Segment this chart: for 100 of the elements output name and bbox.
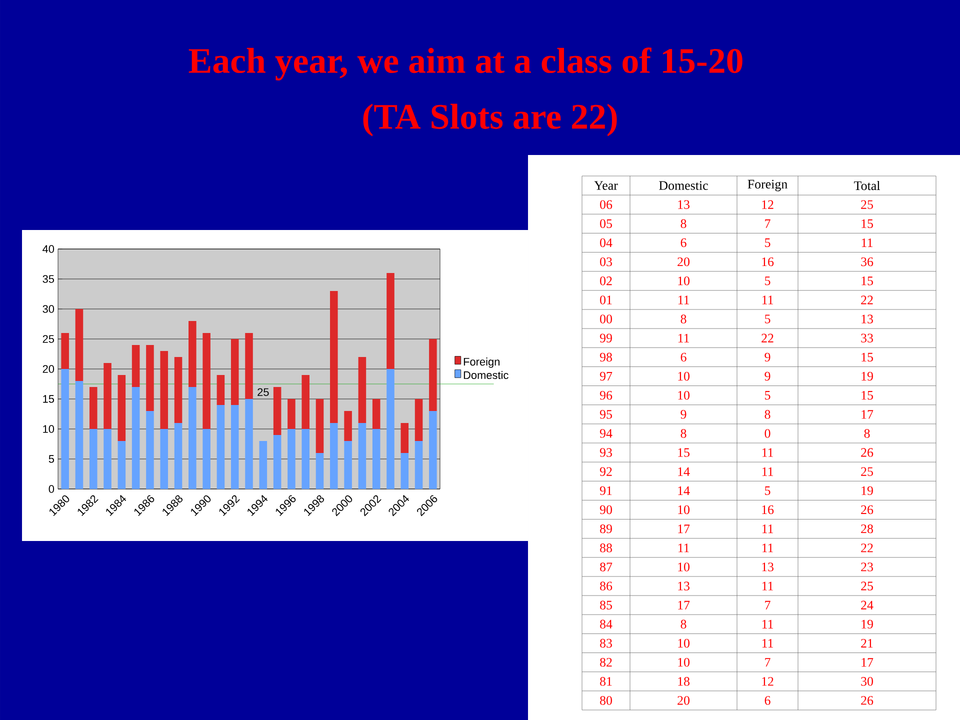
data-label: 19 (862, 620, 873, 629)
bar (75, 380, 84, 489)
data-label: 12 (762, 200, 774, 209)
data-label: 20 (678, 696, 690, 705)
data-label: 10 (678, 390, 690, 400)
bar (230, 404, 239, 489)
y-tick-label: 82 (600, 658, 612, 667)
bar (344, 410, 352, 441)
bar (202, 332, 210, 429)
y-tick-label: 86 (600, 582, 612, 590)
data-label: 13 (862, 314, 873, 324)
y-tick-label: 10 (43, 425, 54, 433)
bar (245, 398, 253, 489)
data-label: 8 (764, 410, 770, 419)
bar (174, 356, 182, 423)
bar (146, 410, 154, 489)
data-label: 10 (678, 505, 690, 514)
bar (202, 428, 210, 489)
bar (414, 398, 423, 441)
data-label: 5 (765, 486, 770, 495)
bar (386, 272, 394, 369)
data-label: 11 (678, 296, 689, 304)
data-label: 11 (862, 238, 872, 248)
bar (188, 386, 196, 489)
data-label: 10 (678, 562, 690, 572)
bar (316, 398, 324, 453)
bar (61, 332, 69, 369)
y-tick-label: 91 (600, 486, 612, 496)
bar (118, 374, 126, 441)
bar (104, 362, 112, 429)
y-tick-label: 81 (600, 677, 612, 686)
data-label: 22 (861, 296, 873, 304)
data-label: 26 (861, 696, 874, 705)
data-label: 11 (762, 448, 773, 457)
data-label: 19 (862, 486, 873, 496)
bar (273, 434, 282, 489)
data-label: 21 (861, 638, 873, 648)
bar (414, 440, 423, 489)
data-label: 15 (862, 352, 873, 362)
y-tick-label: 05 (600, 219, 612, 228)
bar (160, 428, 168, 489)
data-label: 24 (861, 600, 874, 610)
data-label: 25 (861, 467, 873, 476)
data-label: 20 (678, 257, 690, 266)
chart-subtitle: (TA Slots are 22) (363, 104, 617, 136)
bar (89, 386, 98, 429)
bar (302, 428, 310, 489)
bar (216, 374, 225, 405)
bar (316, 452, 324, 489)
bar (118, 440, 126, 489)
data-label: 8 (864, 429, 870, 438)
data-label: 30 (861, 677, 873, 686)
bar (400, 422, 409, 453)
data-label: 14 (678, 467, 690, 476)
data-label: 17 (862, 658, 874, 667)
data-label: 7 (765, 219, 770, 228)
data-label: 8 (680, 314, 686, 324)
data-label: 6 (680, 352, 686, 362)
legend-label: Foreign (464, 358, 500, 368)
bar (132, 344, 140, 387)
data-label: 5 (765, 314, 770, 324)
data-label: 15 (862, 219, 873, 228)
data-label: 16 (762, 505, 774, 514)
data-label: 16 (762, 257, 774, 266)
y-tick-label: 5 (48, 455, 54, 463)
y-tick-label: 97 (600, 372, 612, 381)
y-tick-label: 40 (42, 245, 54, 253)
data-label: 15 (678, 448, 690, 457)
y-tick-label: 93 (600, 448, 612, 457)
x-tick-label: Domestic (659, 181, 708, 190)
y-tick-label: 99 (600, 334, 612, 342)
data-label: 13 (678, 200, 690, 209)
bar (344, 440, 352, 489)
chart-title: Each year, we aim at a class of 15-20 (188, 47, 742, 80)
data-label: 5 (765, 276, 770, 286)
bar (288, 428, 296, 489)
bar (146, 344, 154, 411)
data-label: 25 (861, 582, 873, 590)
bar (429, 338, 437, 411)
bar (358, 356, 366, 423)
y-tick-label: 94 (600, 429, 612, 438)
data-label: 6 (764, 696, 770, 705)
y-tick-label: 04 (600, 238, 612, 248)
data-label: 9 (680, 410, 686, 419)
bar (104, 428, 112, 489)
data-label: 12 (762, 677, 774, 686)
y-tick-label: 95 (600, 410, 612, 419)
y-tick-label: 96 (600, 390, 612, 400)
bar (372, 398, 380, 429)
bar (372, 428, 380, 489)
data-label: 11 (762, 620, 773, 628)
data-label: 26 (861, 448, 874, 457)
bar (160, 350, 168, 429)
y-tick-label: 02 (600, 276, 612, 286)
data-label: 28 (861, 524, 873, 534)
bar (302, 374, 310, 429)
y-tick-label: 83 (600, 638, 612, 648)
y-tick-label: 88 (600, 544, 612, 552)
bar (89, 428, 98, 489)
bar (188, 320, 196, 387)
